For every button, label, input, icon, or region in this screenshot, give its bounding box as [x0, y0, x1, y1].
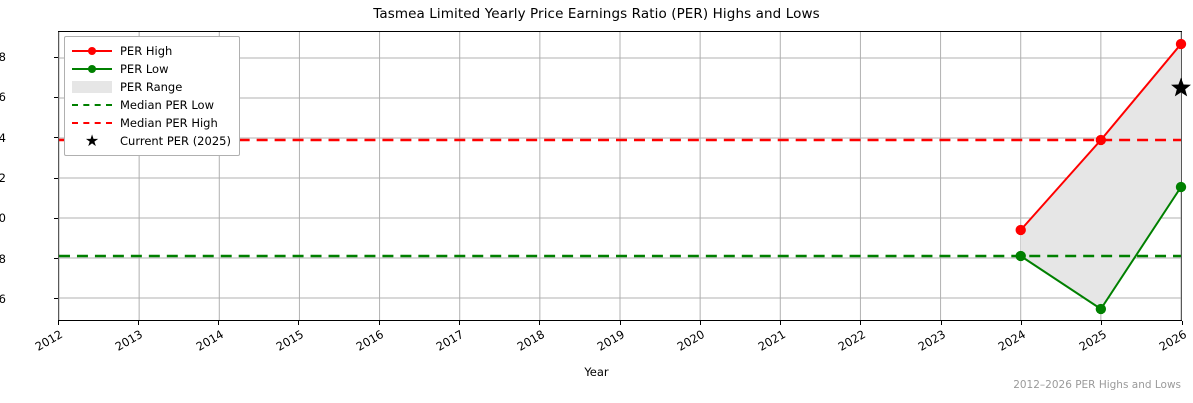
- x-tick-mark: [218, 321, 220, 325]
- x-tick-label: 2014: [193, 327, 226, 354]
- y-tick-label: 14: [0, 130, 6, 145]
- per-range-band: [1020, 44, 1181, 309]
- legend-item-median-per-low[interactable]: Median PER Low: [71, 96, 231, 114]
- x-tick-mark: [1020, 321, 1022, 325]
- chart-footnote: 2012–2026 PER Highs and Lows: [1013, 379, 1181, 391]
- x-tick-label: 2020: [674, 327, 708, 354]
- x-tick-mark: [699, 321, 701, 325]
- x-tick-mark: [458, 321, 460, 325]
- legend-item-median-per-high[interactable]: Median PER High: [71, 114, 231, 132]
- x-tick-mark: [539, 321, 541, 325]
- y-tick-label: 18: [0, 50, 6, 65]
- legend-label: PER High: [120, 44, 173, 58]
- x-tick-label: 2015: [273, 327, 306, 354]
- x-axis-label: Year: [584, 365, 609, 379]
- legend-label: Median PER High: [120, 116, 218, 130]
- per-low-line-marker-icon: [71, 61, 113, 77]
- x-tick-mark: [619, 321, 621, 325]
- x-tick-mark: [57, 321, 59, 325]
- legend-item-per-high[interactable]: PER High: [71, 42, 231, 60]
- legend-item-current-per[interactable]: ★ Current PER (2025): [71, 132, 231, 150]
- x-tick-mark: [780, 321, 782, 325]
- x-tick-label: 2021: [755, 327, 788, 354]
- median-per-high-dashed-icon: [71, 115, 113, 131]
- y-tick-label: 8: [0, 251, 6, 266]
- y-tick-label: 10: [0, 211, 6, 226]
- x-tick-mark: [298, 321, 300, 325]
- x-tick-label: 2022: [835, 327, 868, 354]
- per-low-series: [1015, 181, 1187, 315]
- x-tick-label: 2024: [996, 327, 1029, 354]
- per-high-series: [1015, 38, 1187, 236]
- x-tick-mark: [1101, 321, 1103, 325]
- per-high-line-marker-icon: [71, 43, 113, 59]
- x-tick-mark: [378, 321, 380, 325]
- y-tick-label: 12: [0, 171, 6, 185]
- x-tick-mark: [860, 321, 862, 325]
- x-tick-label: 2012: [32, 327, 65, 354]
- current-per-star-marker: [1171, 77, 1191, 97]
- legend-item-per-range[interactable]: PER Range: [71, 78, 231, 96]
- x-tick-label: 2018: [514, 327, 547, 354]
- plot-area: [58, 31, 1191, 321]
- x-tick-label: 2013: [112, 327, 146, 354]
- x-tick-label: 2019: [594, 327, 627, 354]
- x-tick-mark: [1181, 321, 1183, 325]
- x-tick-mark: [940, 321, 942, 325]
- y-tick-label: 6: [0, 291, 6, 306]
- x-tick-label: 2017: [434, 327, 467, 354]
- y-tick-label: 16: [0, 90, 6, 105]
- per-range-patch-icon: [71, 79, 113, 95]
- median-per-low-dashed-icon: [71, 97, 113, 113]
- chart-title: Tasmea Limited Yearly Price Earnings Rat…: [373, 6, 820, 22]
- x-tick-label: 2016: [353, 327, 387, 354]
- star-icon: ★: [84, 131, 100, 150]
- legend-label: Current PER (2025): [120, 134, 231, 148]
- legend-label: Median PER Low: [120, 98, 214, 112]
- chart-legend: PER High PER Low PER Range Median PER Lo…: [64, 36, 240, 156]
- legend-label: PER Low: [120, 62, 169, 76]
- legend-label: PER Range: [120, 80, 183, 94]
- x-tick-label: 2023: [915, 327, 949, 354]
- x-tick-mark: [137, 321, 139, 325]
- legend-item-per-low[interactable]: PER Low: [71, 60, 231, 78]
